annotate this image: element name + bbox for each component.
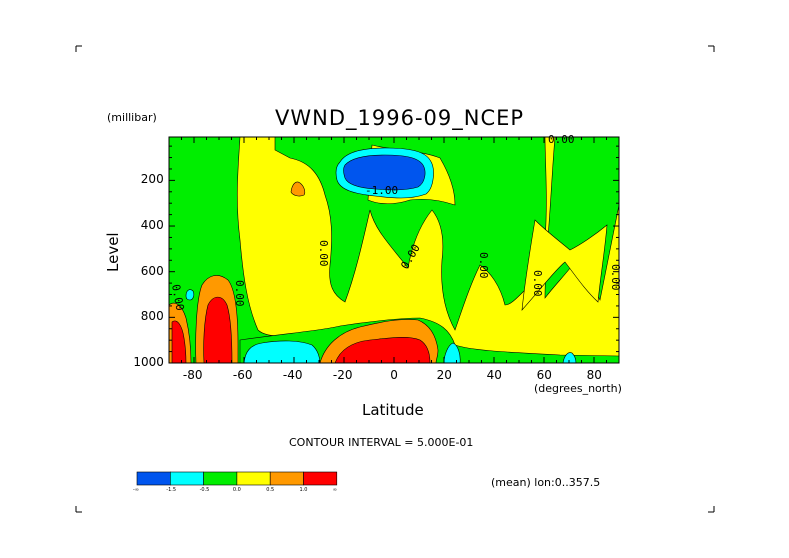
colorbar-segment (203, 471, 238, 486)
y-tick-label: 400 (140, 218, 164, 233)
y-axis-label: Level (104, 232, 122, 272)
colorbar-label: 0.0 (232, 487, 241, 493)
field-cyan-southwest-small (185, 289, 195, 301)
colorbar-label: 0.5 (266, 487, 275, 493)
x-tick-label: 60 (536, 368, 552, 382)
contour-label-d: 0.00 (609, 264, 622, 291)
y-units-label: (millibar) (107, 111, 157, 124)
colorbar-segment (269, 471, 304, 486)
y-tick-label: 800 (140, 309, 164, 324)
x-tick-label: -60 (232, 368, 253, 382)
field-red-south (203, 296, 233, 363)
x-tick-label: 80 (586, 368, 602, 382)
contour-label-min: -1.00 (365, 184, 398, 197)
x-tick-label: 40 (486, 368, 502, 382)
x-tick-label: -80 (182, 368, 203, 382)
colorbar-label: -1.5 (166, 487, 177, 493)
colorbar-segment (170, 471, 204, 486)
contour-label-c: 0.00 (531, 270, 544, 297)
x-tick-label: 0 (390, 368, 398, 382)
plot-title: VWND_1996-09_NCEP (275, 106, 525, 130)
colorbar-label: -∞ (133, 487, 139, 493)
colorbar-label: ∞ (332, 487, 337, 493)
contour-interval-text: CONTOUR INTERVAL = 5.000E-01 (289, 436, 474, 449)
field-red-far-south (171, 320, 187, 363)
field-cyan-southwest (243, 340, 321, 363)
contour-label-a: 0.00 (317, 240, 330, 267)
contour-fill (169, 137, 619, 363)
y-tick-label: 600 (140, 263, 164, 278)
field-cyan-equator-east (443, 342, 461, 363)
contour-label-g: 0.00 (169, 283, 186, 311)
x-tick-label: 20 (436, 368, 452, 382)
corner-marks (75, 45, 715, 513)
x-units-label: (degrees_north) (534, 382, 622, 395)
field-red-equator (334, 336, 431, 363)
y-tick-label: 1000 (133, 355, 164, 369)
colorbar-label: -0.5 (199, 487, 210, 493)
colorbar-segment (303, 471, 338, 486)
field-cyan-east (562, 352, 577, 363)
contour-label-b: 0.00 (477, 252, 490, 279)
mean-note: (mean) lon:0..357.5 (491, 476, 601, 489)
field-orange-patch-upper (290, 181, 306, 197)
axis-ticks (168, 137, 620, 364)
colorbar-segment (136, 471, 171, 486)
colorbar-label: 1.0 (299, 487, 308, 493)
field-yellow-east-band (521, 219, 608, 311)
x-tick-label: -40 (282, 368, 303, 382)
contour-label-top: 0.00 (548, 133, 575, 146)
x-tick-label: -20 (332, 368, 353, 382)
colorbar (136, 471, 338, 486)
y-tick-label: 200 (140, 172, 164, 187)
x-axis-label: Latitude (362, 401, 424, 419)
contour-labels: 0.00 -1.00 0.00 0.00 0.00 0.00 0.00 0.00… (169, 133, 622, 312)
contour-label-f: 0.00 (233, 280, 246, 307)
field-blue-core (343, 154, 426, 191)
colorbar-segment (236, 471, 271, 486)
